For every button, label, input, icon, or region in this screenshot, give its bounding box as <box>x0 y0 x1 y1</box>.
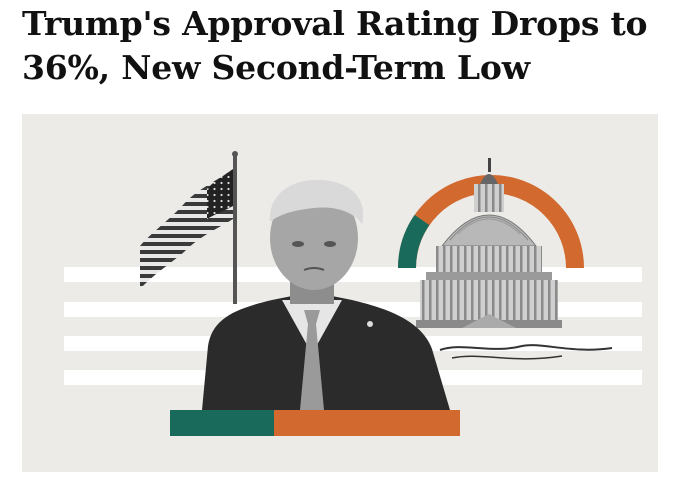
capitol-dome-icon <box>416 158 613 360</box>
article-headline: Trump's Approval Rating Drops to 36%, Ne… <box>22 4 648 87</box>
portrait-image <box>202 179 450 410</box>
hero-image <box>22 114 658 472</box>
american-flag-icon <box>140 151 238 304</box>
approval-bar <box>170 410 460 436</box>
